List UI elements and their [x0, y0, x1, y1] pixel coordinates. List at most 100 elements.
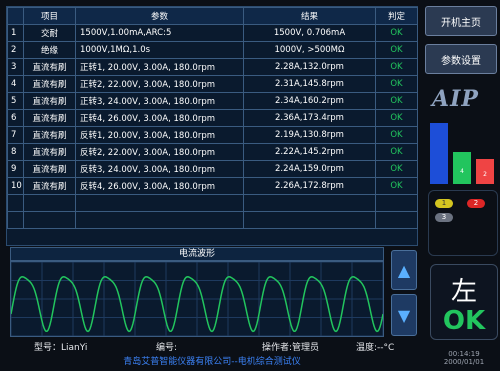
waveform-chart [11, 262, 383, 336]
row-item: 直流有刷 [23, 126, 76, 144]
row-result: 2.24A,159.0rpm [243, 160, 376, 178]
row-index: 2 [7, 41, 24, 59]
row-verdict: OK [375, 143, 418, 161]
station-indicator-1: 1 [435, 199, 453, 208]
station-indicators: 1 2 3 [428, 190, 498, 256]
aip-logo: AIP [432, 86, 479, 112]
empty-cell [375, 194, 418, 212]
results-table-panel: 项目 参数 结果 判定 1 交耐 1500V,1.00mA,ARC:5 1500V, … [6, 6, 418, 246]
row-param: 反转2, 22.00V, 3.00A, 180.0rpm [75, 143, 244, 161]
number-label: 编号: [156, 343, 178, 353]
empty-cell [7, 194, 24, 212]
row-item: 交耐 [23, 24, 76, 42]
operator-label: 操作者:管理员 [262, 343, 320, 353]
row-verdict: OK [375, 160, 418, 178]
row-result: 2.36A,173.4rpm [243, 109, 376, 127]
row-result: 2.28A,132.0rpm [243, 58, 376, 76]
table-row[interactable]: 6 直流有刷 正转4, 26.00V, 3.00A, 180.0rpm 2.36A,1… [7, 109, 418, 127]
row-param: 正转3, 24.00V, 3.00A, 180.0rpm [75, 92, 244, 110]
row-verdict: OK [375, 41, 418, 59]
company-footer: 青岛艾普智能仪器有限公司--电机综合测试仪 [123, 357, 301, 367]
row-index: 5 [7, 92, 24, 110]
row-param: 1000V,1MΩ,1.0s [75, 41, 244, 59]
row-index: 3 [7, 58, 24, 76]
row-result: 1000V, >500MΩ [243, 41, 376, 59]
station-indicator-2: 2 [467, 199, 485, 208]
row-param: 1500V,1.00mA,ARC:5 [75, 24, 244, 42]
empty-cell [75, 194, 244, 212]
station-bar [430, 122, 448, 184]
table-row[interactable]: 7 直流有刷 反转1, 20.00V, 3.00A, 180.0rpm 2.19A,1… [7, 126, 418, 144]
row-verdict: OK [375, 58, 418, 76]
row-item: 直流有刷 [23, 143, 76, 161]
header-item: 项目 [23, 7, 76, 25]
settings-button[interactable]: 参数设置 [425, 44, 497, 74]
scroll-down-button[interactable]: ▼ [391, 294, 417, 336]
row-index: 4 [7, 75, 24, 93]
row-index: 7 [7, 126, 24, 144]
table-row[interactable]: 1 交耐 1500V,1.00mA,ARC:5 1500V, 0.706mA OK [7, 24, 418, 42]
table-row[interactable]: 8 直流有刷 反转2, 22.00V, 3.00A, 180.0rpm 2.22A,1… [7, 143, 418, 161]
row-index: 9 [7, 160, 24, 178]
row-param: 反转4, 26.00V, 3.00A, 180.0rpm [75, 177, 244, 195]
row-item: 直流有刷 [23, 160, 76, 178]
empty-cell [243, 194, 376, 212]
row-item: 直流有刷 [23, 92, 76, 110]
row-verdict: OK [375, 126, 418, 144]
header-param: 参数 [75, 7, 244, 25]
row-param: 反转1, 20.00V, 3.00A, 180.0rpm [75, 126, 244, 144]
row-verdict: OK [375, 24, 418, 42]
table-empty-row [7, 194, 418, 212]
empty-cell [23, 194, 76, 212]
clock-time: 00:14:19 [448, 350, 480, 358]
results-table: 项目 参数 结果 判定 1 交耐 1500V,1.00mA,ARC:5 1500V, … [7, 7, 418, 229]
row-result: 2.26A,172.8rpm [243, 177, 376, 195]
row-verdict: OK [375, 75, 418, 93]
row-verdict: OK [375, 92, 418, 110]
table-row[interactable]: 4 直流有刷 正转2, 22.00V, 3.00A, 180.0rpm 2.31A,1… [7, 75, 418, 93]
header-verdict: 判定 [375, 7, 418, 25]
arrow-down-icon: ▼ [397, 305, 411, 325]
home-button[interactable]: 开机主页 [425, 6, 497, 36]
station-bar: 4 [453, 151, 471, 184]
header-result: 结果 [243, 7, 376, 25]
position-label: 左 [450, 277, 477, 307]
arrow-up-icon: ▲ [397, 260, 411, 280]
empty-cell [243, 211, 376, 229]
clock: 00:14:19 2000/01/01 [430, 350, 498, 366]
row-index: 10 [7, 177, 24, 195]
row-param: 正转1, 20.00V, 3.00A, 180.0rpm [75, 58, 244, 76]
row-index: 6 [7, 109, 24, 127]
station-indicator-3: 3 [435, 213, 453, 222]
row-result: 2.31A,145.8rpm [243, 75, 376, 93]
row-item: 直流有刷 [23, 109, 76, 127]
row-verdict: OK [375, 177, 418, 195]
header-index [7, 7, 24, 25]
table-row[interactable]: 2 绝缘 1000V,1MΩ,1.0s 1000V, >500MΩ OK [7, 41, 418, 59]
result-panel: 左 OK [430, 264, 498, 340]
empty-cell [7, 211, 24, 229]
row-param: 反转3, 24.00V, 3.00A, 180.0rpm [75, 160, 244, 178]
current-waveform-line [11, 276, 383, 333]
table-row[interactable]: 9 直流有刷 反转3, 24.00V, 3.00A, 180.0rpm 2.24A,1… [7, 160, 418, 178]
row-result: 2.19A,130.8rpm [243, 126, 376, 144]
row-param: 正转2, 22.00V, 3.00A, 180.0rpm [75, 75, 244, 93]
table-row[interactable]: 5 直流有刷 正转3, 24.00V, 3.00A, 180.0rpm 2.34A,1… [7, 92, 418, 110]
row-verdict: OK [375, 109, 418, 127]
row-item: 绝缘 [23, 41, 76, 59]
row-result: 2.34A,160.2rpm [243, 92, 376, 110]
table-header-row: 项目 参数 结果 判定 [7, 7, 418, 25]
row-index: 8 [7, 143, 24, 161]
empty-cell [75, 211, 244, 229]
row-param: 正转4, 26.00V, 3.00A, 180.0rpm [75, 109, 244, 127]
scroll-up-button[interactable]: ▲ [391, 250, 417, 290]
table-row[interactable]: 10 直流有刷 反转4, 26.00V, 3.00A, 180.0rpm 2.26A,… [7, 177, 418, 195]
model-label: 型号：LianYi [34, 343, 88, 353]
empty-cell [23, 211, 76, 229]
table-row[interactable]: 3 直流有刷 正转1, 20.00V, 3.00A, 180.0rpm 2.28A,1… [7, 58, 418, 76]
row-item: 直流有刷 [23, 75, 76, 93]
row-result: 2.22A,145.2rpm [243, 143, 376, 161]
temperature-label: 温度:--°C [356, 343, 395, 353]
table-empty-row [7, 211, 418, 229]
